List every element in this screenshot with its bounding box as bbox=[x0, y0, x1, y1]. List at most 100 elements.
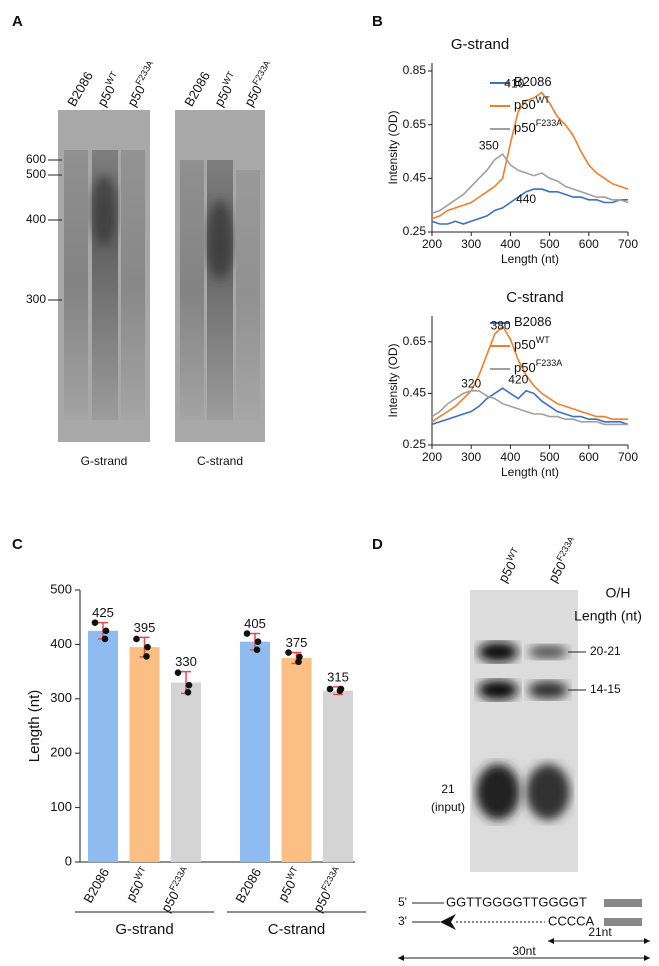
gel-label: C-strand bbox=[197, 454, 243, 468]
diagram bbox=[398, 899, 650, 961]
data-point bbox=[184, 688, 192, 696]
legend-label-sup: F233A bbox=[536, 118, 563, 128]
bar bbox=[240, 641, 270, 862]
x-tick-label-text: p50 bbox=[310, 889, 334, 915]
annotation: 420 bbox=[508, 373, 528, 387]
annotation: 440 bbox=[516, 192, 536, 206]
bar bbox=[323, 690, 353, 862]
data-point bbox=[91, 619, 99, 626]
x-tick-label: 300 bbox=[461, 450, 481, 464]
data-point bbox=[174, 669, 182, 676]
x-tick-label: p50F233A bbox=[309, 865, 348, 915]
legend-label-text: p50 bbox=[514, 337, 536, 352]
y-tick-label: 0 bbox=[65, 853, 72, 868]
band-label: 14-15 bbox=[590, 682, 621, 696]
y-tick-label: 0.25 bbox=[403, 224, 427, 238]
x-tick-label: 500 bbox=[540, 237, 560, 251]
legend-label-text: p50 bbox=[514, 120, 536, 135]
x-tick-label: 600 bbox=[579, 450, 599, 464]
lane-label-text: p50 bbox=[496, 559, 520, 585]
bar bbox=[88, 630, 118, 862]
legend-label: B2086 bbox=[514, 314, 552, 329]
line bbox=[431, 153, 629, 214]
legend-label-text: p50 bbox=[514, 360, 536, 375]
strand-end: 3' bbox=[398, 914, 407, 928]
header: O/H bbox=[606, 585, 631, 601]
annotation: 410 bbox=[504, 77, 524, 91]
lane-label-text: B2086 bbox=[182, 69, 214, 109]
marker-label: 300 bbox=[26, 292, 46, 306]
data-point bbox=[326, 685, 334, 693]
x-tick-label: B2086 bbox=[81, 866, 113, 906]
y-tick-label: 0.45 bbox=[403, 171, 427, 185]
annotation: 380 bbox=[491, 318, 511, 332]
annotation: 350 bbox=[479, 138, 499, 152]
legend-label: p50F233A bbox=[514, 118, 562, 135]
data-point bbox=[253, 646, 261, 654]
length-label: 30nt bbox=[512, 944, 536, 958]
lane-label-sup: F233A bbox=[251, 59, 273, 87]
lane-label-sup: F233A bbox=[134, 59, 156, 87]
x-tick-label: 200 bbox=[422, 450, 442, 464]
marker-label: 600 bbox=[26, 152, 46, 166]
y-tick-label: 500 bbox=[50, 581, 72, 596]
x-tick-label-sup: WT bbox=[284, 864, 300, 882]
data-point bbox=[295, 658, 302, 666]
lane-label: p50WT bbox=[494, 545, 527, 585]
x-tick-label-text: p50 bbox=[123, 878, 147, 904]
gel-label: G-strand bbox=[81, 454, 128, 468]
data-point bbox=[337, 685, 345, 693]
panel-letter: B bbox=[372, 13, 383, 30]
x-tick-label-text: p50 bbox=[158, 889, 182, 915]
panel-letter: D bbox=[372, 536, 383, 553]
x-tick-label: 700 bbox=[618, 237, 638, 251]
lane-label: p50WT bbox=[93, 69, 126, 109]
line bbox=[431, 188, 628, 225]
chart-title: C-strand bbox=[506, 289, 564, 306]
x-tick-label: B2086 bbox=[233, 866, 265, 906]
sequence: GGTTGGGGTTGGGGT bbox=[446, 894, 587, 909]
y-tick-label: 0.45 bbox=[403, 386, 427, 400]
y-tick-label: 0.65 bbox=[403, 117, 427, 131]
lane-label-text: p50 bbox=[212, 83, 236, 109]
y-tick-label: 0.85 bbox=[403, 63, 427, 77]
bar bbox=[129, 647, 160, 862]
lane-label-sup: WT bbox=[221, 69, 237, 87]
y-tick-label: 300 bbox=[50, 690, 72, 705]
y-tick-label: 200 bbox=[50, 745, 72, 760]
legend-label-text: B2086 bbox=[514, 74, 552, 89]
input-label: (input) bbox=[431, 800, 465, 814]
x-tick-label: 400 bbox=[500, 450, 520, 464]
legend-label-text: B2086 bbox=[514, 314, 552, 329]
lane-label-text: p50 bbox=[95, 83, 119, 109]
lane-label: B2086 bbox=[182, 69, 214, 109]
data-point bbox=[243, 630, 251, 637]
x-tick-label: 200 bbox=[422, 237, 442, 251]
lane-label-sup: WT bbox=[505, 545, 521, 563]
x-tick-label-sup: F233A bbox=[168, 865, 190, 893]
data-point bbox=[296, 653, 303, 661]
gel-image bbox=[470, 590, 586, 872]
x-tick-label: p50WT bbox=[273, 864, 306, 904]
line bbox=[431, 387, 629, 426]
legend-label-sup: WT bbox=[536, 95, 550, 105]
header: Length (nt) bbox=[574, 608, 642, 624]
value-label: 405 bbox=[244, 616, 266, 631]
y-axis-label: Intensity (OD) bbox=[386, 110, 400, 184]
lane-label-sup: WT bbox=[104, 69, 120, 87]
y-tick-label: 0.25 bbox=[403, 437, 427, 451]
lane-label-text: p50 bbox=[242, 83, 266, 109]
lane-label: B2086 bbox=[65, 69, 97, 109]
lane-label: p50WT bbox=[210, 69, 243, 109]
lane-label-text: p50 bbox=[125, 83, 149, 109]
legend-label: p50F233A bbox=[514, 358, 562, 375]
lane-label-text: p50 bbox=[546, 559, 570, 585]
value-label: 315 bbox=[327, 669, 349, 684]
panel-letter: C bbox=[12, 536, 23, 553]
lane-label-sup: F233A bbox=[555, 535, 577, 563]
lane-label: p50F233A bbox=[544, 535, 583, 585]
lane-label: p50F233A bbox=[240, 59, 279, 109]
y-axis-label: Intensity (OD) bbox=[386, 343, 400, 417]
y-tick-label: 100 bbox=[50, 799, 72, 814]
